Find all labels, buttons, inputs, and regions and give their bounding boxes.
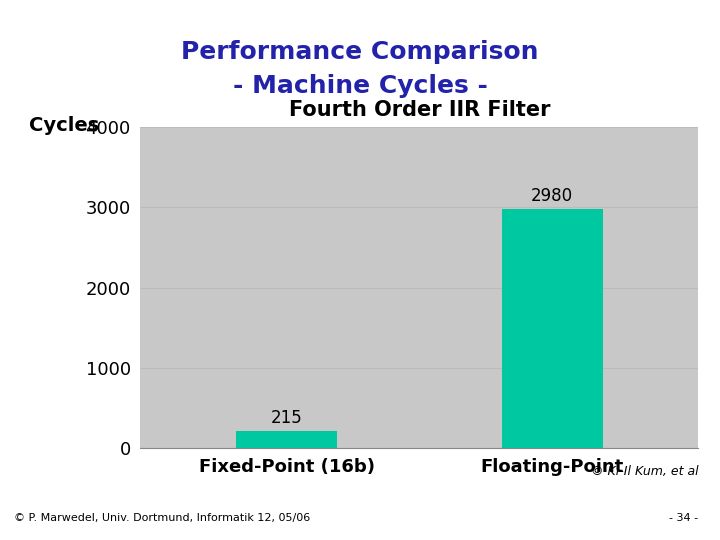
Text: © P. Marwedel, Univ. Dortmund, Informatik 12, 05/06: © P. Marwedel, Univ. Dortmund, Informati… xyxy=(14,512,310,523)
Text: © Ki-Il Kum, et al: © Ki-Il Kum, et al xyxy=(591,465,698,478)
Text: 215: 215 xyxy=(271,409,302,427)
Bar xyxy=(236,431,337,448)
Bar xyxy=(502,209,603,448)
Text: - 34 -: - 34 - xyxy=(670,512,698,523)
Text: Universität Dortmund: Universität Dortmund xyxy=(14,8,134,18)
Text: Performance Comparison: Performance Comparison xyxy=(181,39,539,64)
Title: Fourth Order IIR Filter: Fourth Order IIR Filter xyxy=(289,100,550,120)
Text: Cycles: Cycles xyxy=(29,116,99,135)
Text: - Machine Cycles -: - Machine Cycles - xyxy=(233,74,487,98)
Text: 2980: 2980 xyxy=(531,187,573,205)
